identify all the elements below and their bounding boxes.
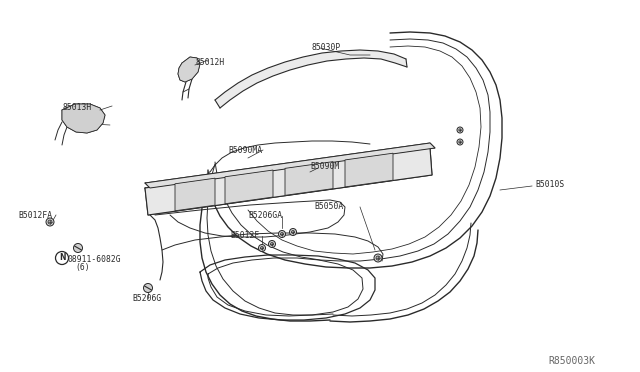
Text: B5050A: B5050A <box>314 202 343 211</box>
Text: R850003K: R850003K <box>548 356 595 366</box>
Circle shape <box>289 228 296 235</box>
Text: B5010S: B5010S <box>535 180 564 189</box>
Polygon shape <box>175 178 215 211</box>
Circle shape <box>260 247 264 250</box>
Circle shape <box>48 220 52 224</box>
Text: 08911-6082G: 08911-6082G <box>67 255 120 264</box>
Circle shape <box>278 231 285 237</box>
Text: 85012H: 85012H <box>196 58 225 67</box>
Text: B5206GA: B5206GA <box>248 211 282 220</box>
Polygon shape <box>62 104 105 133</box>
Circle shape <box>376 256 380 260</box>
Text: 85030P: 85030P <box>312 43 341 52</box>
Circle shape <box>457 127 463 133</box>
Text: B5090MA: B5090MA <box>228 146 262 155</box>
Circle shape <box>457 139 463 145</box>
Polygon shape <box>178 57 200 82</box>
Polygon shape <box>225 170 273 204</box>
Polygon shape <box>145 148 432 215</box>
Circle shape <box>259 244 266 251</box>
Text: 85013H: 85013H <box>62 103 92 112</box>
Circle shape <box>74 244 83 253</box>
Text: B5012F: B5012F <box>230 231 259 240</box>
Circle shape <box>374 254 382 262</box>
Circle shape <box>291 231 294 234</box>
Circle shape <box>46 218 54 226</box>
Text: B5206G: B5206G <box>132 294 161 303</box>
Circle shape <box>459 129 461 131</box>
Circle shape <box>269 241 275 247</box>
Text: N: N <box>59 253 65 263</box>
Circle shape <box>459 141 461 143</box>
Circle shape <box>280 232 284 235</box>
Polygon shape <box>345 153 393 187</box>
Polygon shape <box>285 161 333 195</box>
Text: (6): (6) <box>75 263 90 272</box>
Text: B5090M: B5090M <box>310 162 339 171</box>
Polygon shape <box>145 143 435 188</box>
Circle shape <box>143 283 152 292</box>
Text: B5012FA: B5012FA <box>18 211 52 220</box>
Polygon shape <box>215 50 407 108</box>
Circle shape <box>271 243 273 246</box>
